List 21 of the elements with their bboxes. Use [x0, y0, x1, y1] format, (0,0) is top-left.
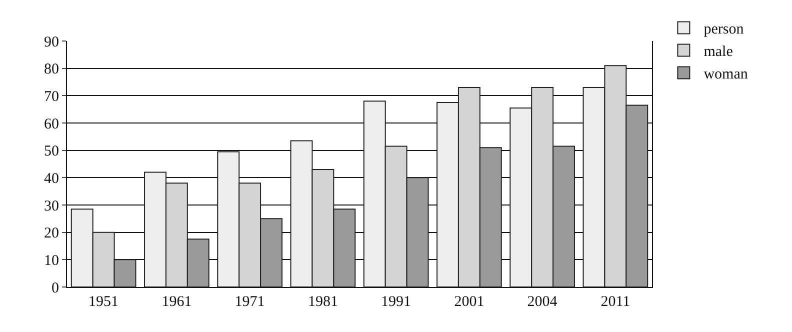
- y-tick-label: 0: [52, 280, 59, 296]
- y-tick-label: 70: [44, 88, 59, 105]
- y-tick-label: 10: [44, 252, 59, 269]
- y-tick-label: 40: [44, 170, 59, 187]
- x-tick-label: 2001: [454, 294, 484, 310]
- y-tick-label: 30: [44, 198, 59, 214]
- x-tick-label: 2011: [600, 294, 630, 310]
- x-tick-label: 2004: [527, 294, 558, 310]
- x-tick-label: 1981: [308, 294, 338, 310]
- x-tick-label: 1961: [162, 294, 192, 310]
- x-tick-label: 1991: [381, 294, 412, 310]
- legend-label: woman: [704, 66, 748, 83]
- legend-label: male: [704, 44, 734, 60]
- x-tick-label: 1971: [234, 294, 265, 310]
- y-tick-label: 50: [44, 144, 59, 160]
- y-tick-label: 80: [44, 62, 59, 78]
- x-tick-label: 1951: [88, 294, 119, 310]
- y-tick-label: 60: [44, 116, 59, 132]
- y-tick-label: 90: [44, 34, 59, 50]
- legend-label: person: [704, 22, 744, 38]
- y-tick-label: 20: [44, 226, 59, 242]
